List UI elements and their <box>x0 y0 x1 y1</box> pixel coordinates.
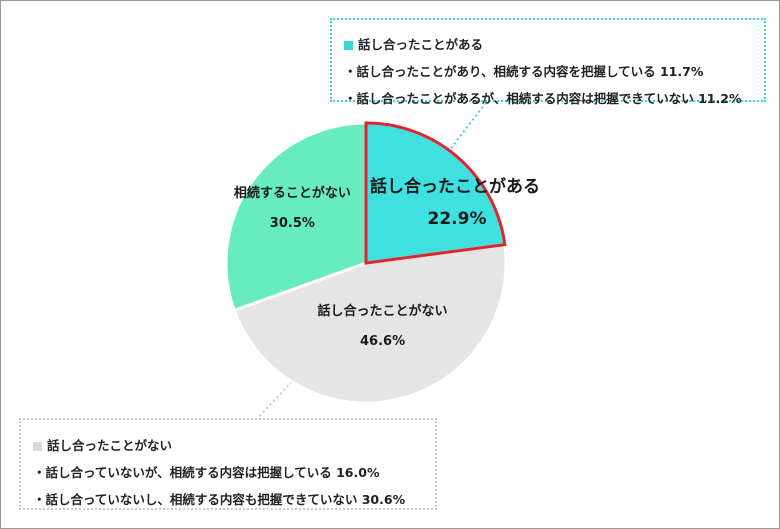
slice-value-label: 30.5% <box>270 216 315 231</box>
legend-square-icon <box>344 41 353 50</box>
callout-bottom-line-1: ・話し合っていないが、相続する内容は把握している 16.0% <box>33 465 380 481</box>
highlight-outline <box>364 121 507 265</box>
callout-bottom-title: 話し合ったことがない <box>47 438 173 454</box>
pie-slice <box>224 121 368 313</box>
connector-bottom <box>257 377 296 419</box>
callout-top-line-1: ・話し合ったことがあり、相続する内容を把握している 11.7% <box>344 64 704 80</box>
highlight-outline-path <box>364 121 507 265</box>
callout-bottom-line-2: ・話し合っていないし、相続する内容も把握できていない 30.6% <box>33 492 406 508</box>
pie-slices <box>224 121 508 405</box>
callout-top-line-2: ・話し合ったことがあるが、相続する内容は把握できていない 11.2% <box>344 91 742 107</box>
connector-top <box>447 103 486 153</box>
slice-name-label: 相続することがない <box>234 185 351 201</box>
callout-bottom-title-row: 話し合ったことがない <box>33 433 435 460</box>
callout-top-title-row: 話し合ったことがある <box>344 32 764 59</box>
slice-name-label: 話し合ったことがある <box>370 176 540 197</box>
callout-connectors <box>257 103 486 419</box>
slice-value-label: 46.6% <box>360 334 405 349</box>
slice-name-label: 話し合ったことがない <box>318 303 448 319</box>
pie-slice <box>232 242 508 405</box>
slice-value-label: 22.9% <box>428 209 487 229</box>
legend-square-icon <box>33 442 42 451</box>
callout-bottom: 話し合ったことがない ・話し合っていないが、相続する内容は把握している 16.0… <box>19 418 437 510</box>
callout-top: 話し合ったことがある ・話し合ったことがあり、相続する内容を把握している 11.… <box>330 18 766 105</box>
callout-top-title: 話し合ったことがある <box>358 37 484 53</box>
slice-labels: 話し合ったことがある 22.9% 話し合ったことがない 46.6% 相続することがない 3… <box>234 176 540 349</box>
